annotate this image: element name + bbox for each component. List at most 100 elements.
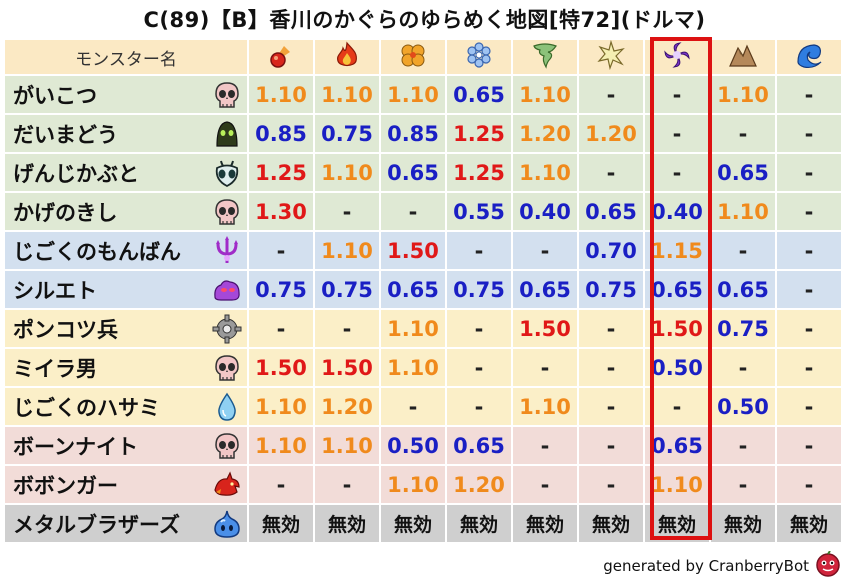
table-row: かげのきし 1.30- -0.55 0.40 0.65 0.40 1.10- bbox=[5, 193, 841, 230]
resistance-value: 0.40 bbox=[513, 193, 577, 230]
element-header-explosion-icon bbox=[381, 40, 445, 74]
monster-name: シルエト bbox=[13, 278, 97, 303]
monster-name-cell: じごくのもんばん bbox=[5, 232, 247, 269]
resistance-value: - bbox=[711, 427, 775, 464]
monster-name-cell: ボーンナイト bbox=[5, 427, 247, 464]
monster-name-header: モンスター名 bbox=[5, 40, 247, 74]
skull-icon bbox=[211, 430, 243, 462]
resistance-value: 1.50 bbox=[645, 310, 709, 347]
resistance-value: - bbox=[447, 388, 511, 425]
highlight-column-box bbox=[650, 37, 712, 540]
resistance-value: 無効 bbox=[513, 505, 577, 542]
resistance-value: - bbox=[249, 466, 313, 503]
resistance-value: 無効 bbox=[579, 505, 643, 542]
resistance-value: - bbox=[711, 466, 775, 503]
dragon-icon bbox=[211, 469, 243, 501]
resistance-value: - bbox=[777, 115, 841, 152]
resistance-value: - bbox=[777, 232, 841, 269]
resistance-value: 1.10 bbox=[249, 427, 313, 464]
resistance-value: - bbox=[381, 193, 445, 230]
resistance-value: 無効 bbox=[381, 505, 445, 542]
gear-icon bbox=[211, 313, 243, 345]
monster-name: がいこつ bbox=[13, 83, 97, 108]
lightning-icon bbox=[596, 39, 626, 74]
resistance-value: - bbox=[447, 232, 511, 269]
resistance-value: - bbox=[645, 76, 709, 113]
monster-name-cell: ミイラ男 bbox=[5, 349, 247, 386]
monster-name: ミイラ男 bbox=[13, 356, 97, 381]
resistance-value: 無効 bbox=[711, 505, 775, 542]
resistance-value: 1.10 bbox=[249, 76, 313, 113]
monster-name: ボボンガー bbox=[13, 473, 118, 498]
water-drop-icon bbox=[211, 391, 243, 423]
resistance-value: 0.65 bbox=[447, 76, 511, 113]
table-row: シルエト 0.75 0.75 0.65 0.75 0.65 0.75 0.65 0.65- bbox=[5, 271, 841, 308]
header-row: モンスター名 bbox=[5, 39, 841, 74]
resistance-value: 0.40 bbox=[645, 193, 709, 230]
footer-credit: generated by CranberryBot bbox=[603, 557, 809, 575]
monster-name-cell: じごくのハサミ bbox=[5, 388, 247, 425]
resistance-value: 無効 bbox=[447, 505, 511, 542]
resistance-value: - bbox=[513, 466, 577, 503]
resistance-value: 0.65 bbox=[513, 271, 577, 308]
table-row: げんじかぶと 1.25 1.10 0.65 1.25 1.10- -0.65- bbox=[5, 154, 841, 191]
skull-icon bbox=[211, 79, 243, 111]
resistance-value: 0.65 bbox=[447, 427, 511, 464]
resistance-value: - bbox=[579, 310, 643, 347]
monster-name: ポンコツ兵 bbox=[13, 317, 118, 342]
resistance-value: 1.20 bbox=[447, 466, 511, 503]
resistance-value: - bbox=[579, 466, 643, 503]
resistance-value: 0.65 bbox=[645, 271, 709, 308]
resistance-value: - bbox=[777, 271, 841, 308]
monster-name-cell: シルエト bbox=[5, 271, 247, 308]
resistance-value: 0.50 bbox=[645, 349, 709, 386]
table-row: ボーンナイト 1.10 1.10 0.50 0.65- -0.65- - bbox=[5, 427, 841, 464]
resistance-value: 1.25 bbox=[249, 154, 313, 191]
resistance-value: 0.65 bbox=[711, 271, 775, 308]
resistance-value: - bbox=[777, 466, 841, 503]
resistance-value: - bbox=[645, 154, 709, 191]
table-row: じごくのハサミ 1.10 1.20- -1.10- -0.50- bbox=[5, 388, 841, 425]
monster-name-cell: げんじかぶと bbox=[5, 154, 247, 191]
resistance-value: - bbox=[579, 154, 643, 191]
element-header-fire-orb-icon bbox=[249, 40, 313, 74]
resistance-value: 1.10 bbox=[315, 154, 379, 191]
resistance-value: - bbox=[315, 310, 379, 347]
resistance-value: - bbox=[579, 388, 643, 425]
table-row: だいまどう 0.85 0.75 0.85 1.25 1.20 1.20- - - bbox=[5, 115, 841, 152]
resistance-value: 1.30 bbox=[249, 193, 313, 230]
resistance-value: - bbox=[777, 76, 841, 113]
monster-name-cell: ボボンガー bbox=[5, 466, 247, 503]
ice-icon bbox=[464, 42, 494, 74]
resistance-value: 1.10 bbox=[513, 388, 577, 425]
resistance-value: - bbox=[513, 232, 577, 269]
resistance-value: 1.10 bbox=[513, 76, 577, 113]
resistance-value: 0.70 bbox=[579, 232, 643, 269]
element-header-earth-icon bbox=[711, 40, 775, 74]
monster-name-cell: かげのきし bbox=[5, 193, 247, 230]
resistance-value: 0.75 bbox=[249, 271, 313, 308]
resistance-table: モンスター名 がいこつ 1.10 1.10 1.10 0.65 1.10- -1.10- だい… bbox=[3, 38, 843, 544]
wind-icon bbox=[530, 43, 560, 74]
resistance-value: 無効 bbox=[249, 505, 313, 542]
monster-name: だいまどう bbox=[13, 122, 118, 147]
cranberry-bot-icon bbox=[816, 551, 840, 577]
resistance-value: 1.25 bbox=[447, 154, 511, 191]
element-header-wind-icon bbox=[513, 40, 577, 74]
table-row: ミイラ男 1.50 1.50 1.10- - -0.50- - bbox=[5, 349, 841, 386]
resistance-value: - bbox=[579, 76, 643, 113]
resistance-value: 1.10 bbox=[711, 76, 775, 113]
element-header-lightning-icon bbox=[579, 39, 643, 74]
monster-name: げんじかぶと bbox=[13, 161, 139, 186]
resistance-value: 無効 bbox=[645, 505, 709, 542]
resistance-value: - bbox=[711, 232, 775, 269]
resistance-value: - bbox=[513, 427, 577, 464]
monster-name: ボーンナイト bbox=[13, 434, 138, 459]
resistance-value: 0.65 bbox=[711, 154, 775, 191]
resistance-value: 1.10 bbox=[513, 154, 577, 191]
resistance-value: - bbox=[777, 310, 841, 347]
resistance-value: 1.20 bbox=[315, 388, 379, 425]
resistance-value: - bbox=[645, 388, 709, 425]
demon-icon bbox=[211, 235, 243, 267]
resistance-value: - bbox=[315, 466, 379, 503]
